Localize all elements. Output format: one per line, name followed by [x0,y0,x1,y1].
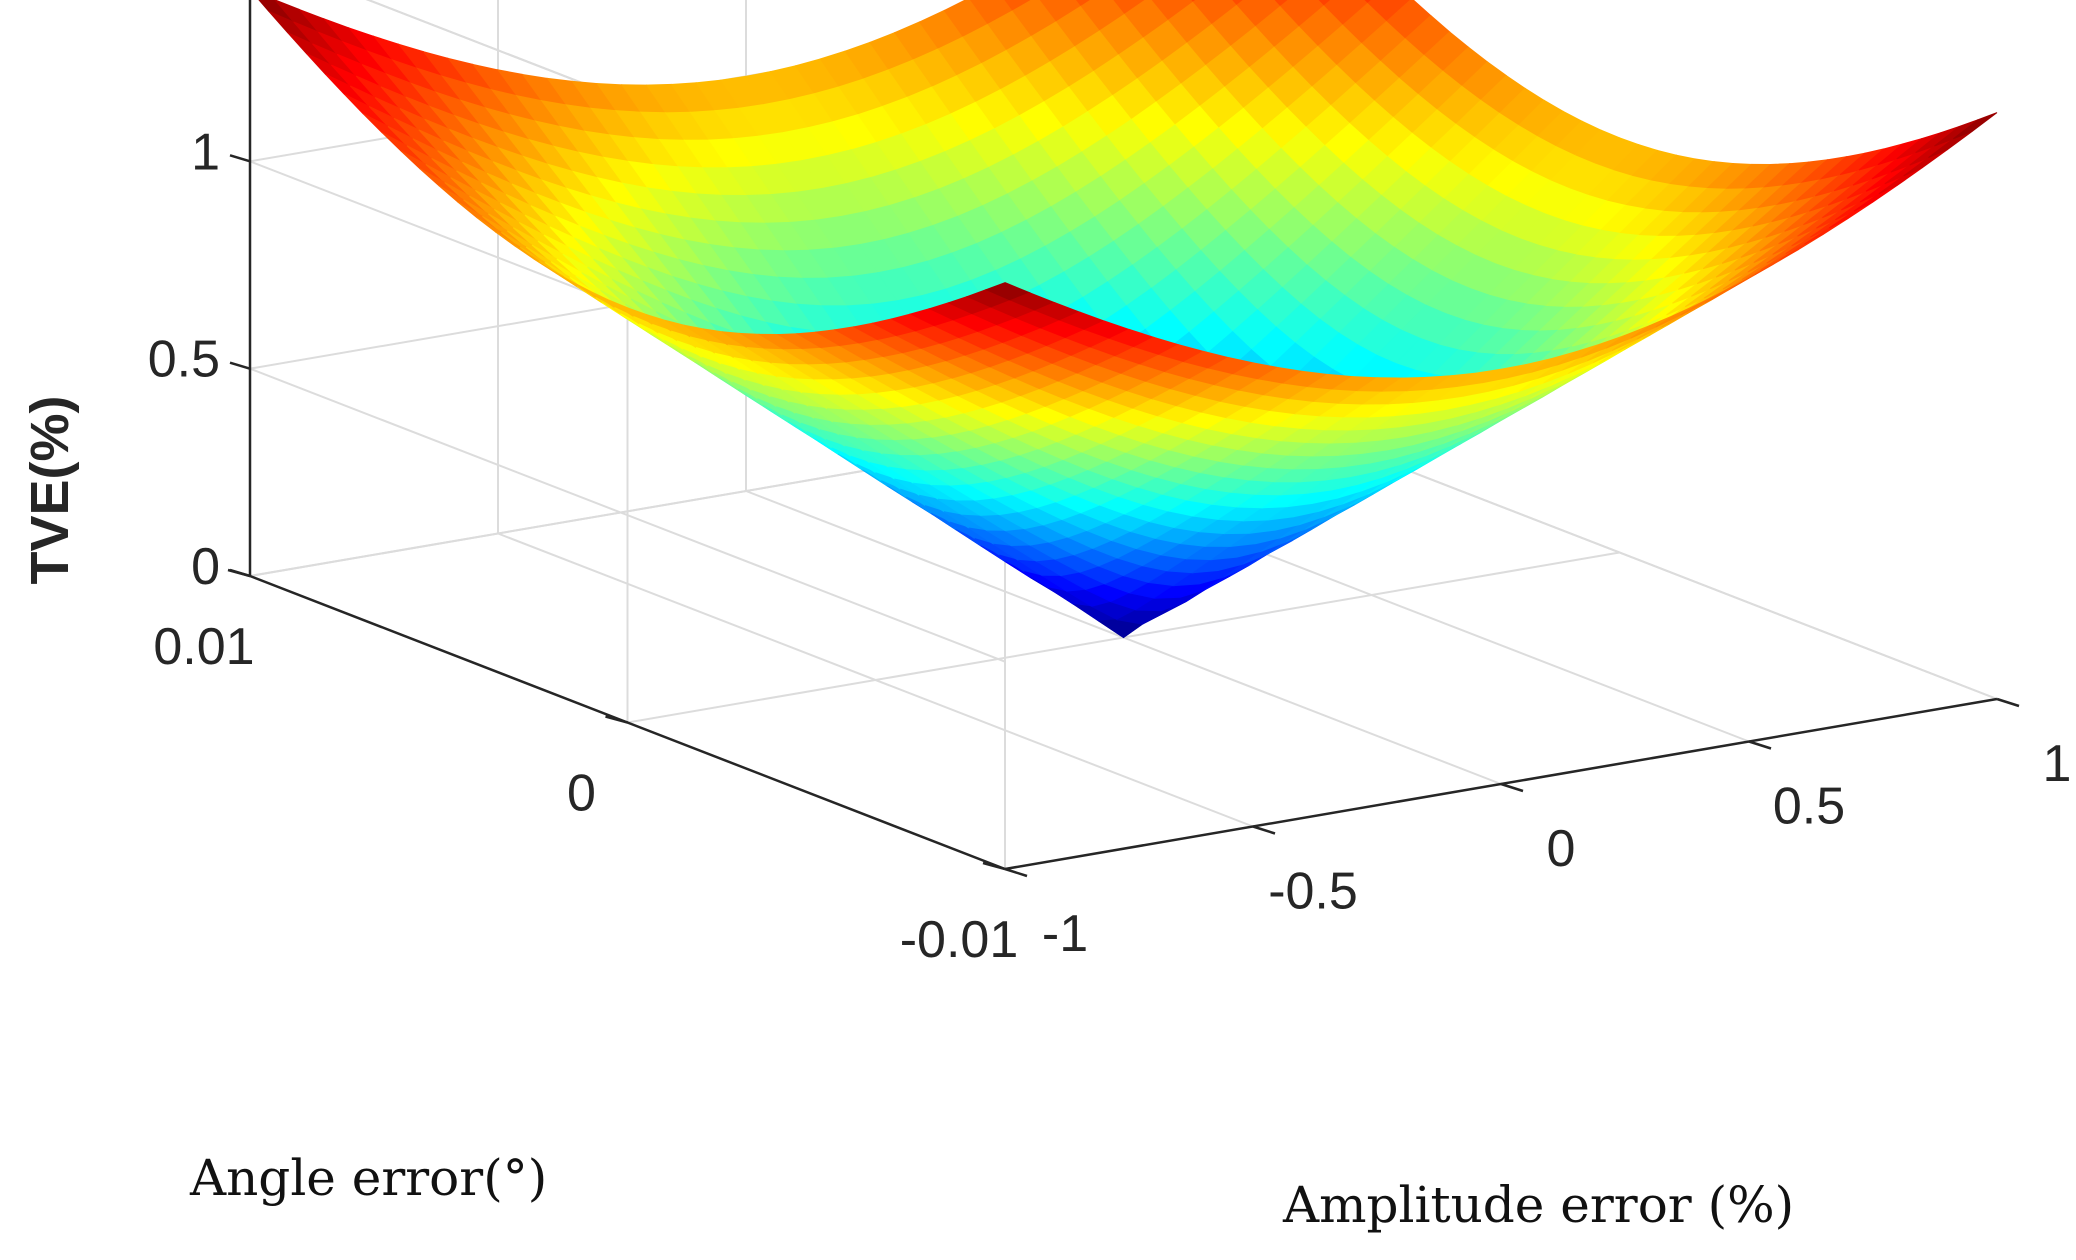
x-tick [1748,740,1772,750]
x-axis-title: Amplitude error (%) [1282,1176,1794,1234]
surface-patch [1232,0,1245,6]
x-tick-label: -0.5 [1268,863,1358,921]
z-tick [229,154,251,163]
surface-patch [1076,0,1092,7]
z-tick [229,568,251,578]
x-tick [1252,825,1276,835]
surface-patch [1318,0,1332,7]
x-tick-label: 0.5 [1773,778,1845,836]
surface-patch [1952,112,1998,140]
y-tick-label: -0.01 [900,911,1019,969]
x-tick [1996,697,2020,708]
x-tick-label: 1 [2043,735,2072,793]
z-axis-title: TVE(%) [20,396,80,585]
grid-wall-left-z [249,367,1006,663]
y-tick [605,715,628,724]
z-tick-label: 0.5 [148,331,220,389]
x-tick [1500,782,1524,793]
surface-plot [258,0,1998,639]
z-tick-label: 0 [191,538,220,596]
x-tick-label: -1 [1042,905,1088,963]
surface-patch [1274,0,1290,7]
x-tick [1004,867,1028,878]
y-tick [982,861,1006,871]
y-axis-title: Angle error(°) [189,1149,547,1207]
z-tick [229,361,251,370]
z-tick-label: 1 [191,123,220,181]
chart-axes [227,0,2020,878]
y-tick-label: 0 [567,765,596,823]
y-tick-label: 0.01 [153,618,254,676]
x-tick-label: 0 [1547,820,1576,878]
